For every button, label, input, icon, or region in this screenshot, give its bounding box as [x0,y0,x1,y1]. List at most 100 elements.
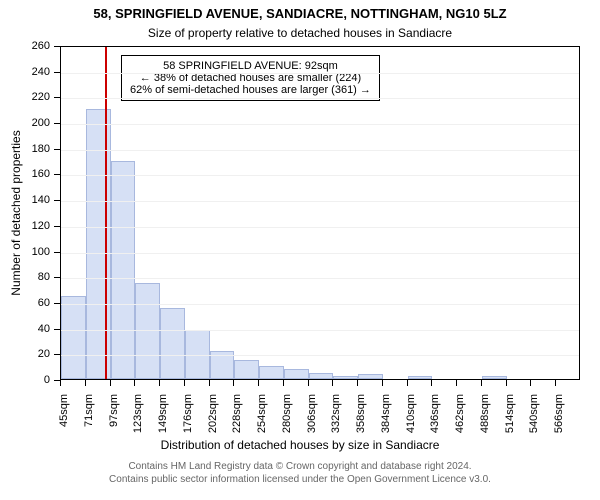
chart-title: 58, SPRINGFIELD AVENUE, SANDIACRE, NOTTI… [0,6,600,21]
footer-line-1: Contains HM Land Registry data © Crown c… [0,460,600,473]
grid-line [61,330,579,331]
histogram-bar [284,369,309,379]
x-tick [357,380,358,386]
x-tick [431,380,432,386]
y-tick [54,200,60,201]
x-tick-label: 566sqm [553,394,565,433]
x-tick [134,380,135,386]
x-tick [456,380,457,386]
y-tick [54,329,60,330]
histogram-bar [111,161,136,379]
x-tick [209,380,210,386]
y-tick-label: 140 [0,194,50,206]
x-tick [159,380,160,386]
histogram-chart: 58, SPRINGFIELD AVENUE, SANDIACRE, NOTTI… [0,0,600,500]
y-tick [54,123,60,124]
y-tick-label: 60 [0,297,50,309]
y-tick-label: 0 [0,374,50,386]
y-tick [54,277,60,278]
grid-line [61,355,579,356]
y-tick [54,149,60,150]
x-tick [110,380,111,386]
x-tick [85,380,86,386]
y-tick [54,72,60,73]
grid-line [61,227,579,228]
y-tick-label: 200 [0,117,50,129]
y-tick [54,226,60,227]
x-tick-label: 514sqm [504,394,516,433]
x-tick-label: 384sqm [380,394,392,433]
histogram-bar [309,373,334,379]
x-tick-label: 410sqm [405,394,417,433]
grid-line [61,201,579,202]
x-tick-label: 436sqm [429,394,441,433]
histogram-bar [234,360,259,379]
x-tick [60,380,61,386]
grid-line [61,124,579,125]
x-tick-label: 97sqm [108,394,120,427]
x-tick [332,380,333,386]
x-tick [184,380,185,386]
x-tick-label: 358sqm [355,394,367,433]
grid-line [61,253,579,254]
histogram-bar [61,296,86,380]
x-tick [407,380,408,386]
x-tick [506,380,507,386]
histogram-bar [333,376,358,379]
x-tick [481,380,482,386]
y-tick [54,97,60,98]
grid-line [61,304,579,305]
footer-line-2: Contains public sector information licen… [0,473,600,486]
x-tick-label: 488sqm [479,394,491,433]
histogram-bar [408,376,433,379]
x-tick-label: 123sqm [132,394,144,433]
x-tick-label: 280sqm [281,394,293,433]
x-tick-label: 306sqm [306,394,318,433]
x-axis-label: Distribution of detached houses by size … [0,438,600,452]
chart-subtitle: Size of property relative to detached ho… [0,26,600,40]
y-tick-label: 40 [0,323,50,335]
y-tick-label: 160 [0,168,50,180]
grid-line [61,73,579,74]
x-tick-label: 202sqm [207,394,219,433]
x-tick [283,380,284,386]
y-tick [54,252,60,253]
grid-line [61,175,579,176]
y-tick-label: 260 [0,40,50,52]
x-tick [258,380,259,386]
x-tick-label: 71sqm [83,394,95,427]
y-tick-label: 180 [0,143,50,155]
histogram-bar [358,374,383,379]
y-axis-label: Number of detached properties [9,130,23,295]
x-tick [555,380,556,386]
y-tick [54,303,60,304]
legend-line-2: 62% of semi-detached houses are larger (… [130,84,371,96]
histogram-bar [135,283,160,379]
x-tick [308,380,309,386]
histogram-bar [482,376,507,379]
x-tick-label: 462sqm [454,394,466,433]
y-tick-label: 80 [0,271,50,283]
y-tick-label: 220 [0,91,50,103]
y-tick-label: 100 [0,246,50,258]
grid-line [61,150,579,151]
y-tick [54,174,60,175]
x-tick-label: 540sqm [528,394,540,433]
footer-attribution: Contains HM Land Registry data © Crown c… [0,460,600,486]
x-tick-label: 149sqm [157,394,169,433]
y-tick-label: 120 [0,220,50,232]
x-tick-label: 254sqm [256,394,268,433]
x-tick [530,380,531,386]
x-tick [233,380,234,386]
x-tick-label: 176sqm [182,394,194,433]
legend-box: 58 SPRINGFIELD AVENUE: 92sqm← 38% of det… [121,55,380,101]
y-tick [54,46,60,47]
plot-area: 58 SPRINGFIELD AVENUE: 92sqm← 38% of det… [60,46,580,380]
y-tick [54,354,60,355]
grid-line [61,98,579,99]
histogram-bar [160,308,185,379]
y-tick-label: 240 [0,66,50,78]
x-tick-label: 45sqm [58,394,70,427]
grid-line [61,278,579,279]
legend-line-1: ← 38% of detached houses are smaller (22… [130,72,371,84]
